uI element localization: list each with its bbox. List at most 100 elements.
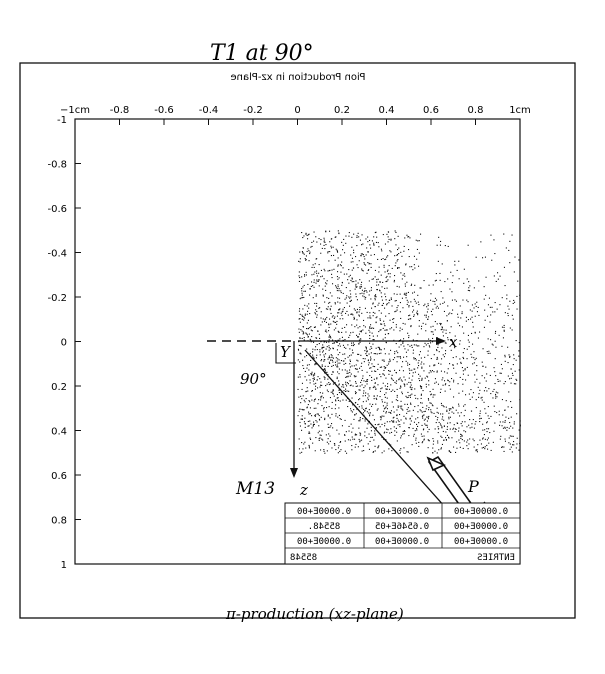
scatter-point bbox=[319, 392, 321, 394]
scatter-point bbox=[299, 277, 301, 279]
scatter-point bbox=[320, 276, 322, 278]
scatter-point bbox=[441, 427, 443, 429]
scatter-point bbox=[349, 363, 351, 365]
scatter-point bbox=[504, 409, 506, 411]
scatter-point bbox=[308, 250, 310, 252]
scatter-point bbox=[440, 329, 442, 331]
scatter-point bbox=[367, 251, 369, 253]
scatter-point bbox=[418, 320, 420, 322]
scatter-point bbox=[319, 378, 321, 380]
scatter-point bbox=[376, 353, 378, 355]
scatter-point bbox=[493, 405, 495, 407]
scatter-point bbox=[313, 421, 315, 423]
scatter-point bbox=[394, 230, 396, 232]
scatter-point bbox=[306, 234, 308, 236]
scatter-point bbox=[355, 368, 357, 370]
scatter-point bbox=[425, 314, 427, 316]
scatter-point bbox=[307, 334, 309, 336]
scatter-point bbox=[338, 373, 340, 375]
scatter-point bbox=[387, 269, 389, 271]
scatter-point bbox=[388, 370, 390, 372]
scatter-point bbox=[339, 450, 341, 452]
scatter-point bbox=[317, 376, 319, 378]
scatter-point bbox=[342, 292, 344, 294]
scatter-point bbox=[421, 366, 423, 368]
scatter-point bbox=[354, 433, 356, 435]
scatter-point bbox=[474, 331, 476, 333]
scatter-point bbox=[452, 428, 454, 430]
scatter-point bbox=[406, 281, 408, 283]
scatter-point bbox=[425, 386, 427, 388]
scatter-point bbox=[398, 247, 400, 249]
scatter-point bbox=[393, 293, 395, 295]
scatter-point bbox=[501, 368, 503, 370]
scatter-point bbox=[403, 376, 405, 378]
scatter-point bbox=[311, 371, 313, 373]
scatter-point bbox=[326, 450, 328, 452]
scatter-point bbox=[350, 373, 352, 375]
scatter-point bbox=[509, 378, 511, 380]
scatter-point bbox=[356, 286, 358, 288]
scatter-point bbox=[323, 360, 325, 362]
scatter-point bbox=[413, 344, 415, 346]
scatter-point bbox=[440, 413, 442, 415]
scatter-point bbox=[507, 315, 509, 317]
scatter-point bbox=[395, 326, 397, 328]
scatter-point bbox=[382, 373, 384, 375]
scatter-point bbox=[509, 240, 511, 242]
scatter-point bbox=[402, 361, 404, 363]
scatter-point bbox=[341, 261, 343, 263]
scatter-point bbox=[333, 342, 335, 344]
scatter-point bbox=[338, 309, 340, 311]
scatter-point bbox=[332, 320, 334, 322]
scatter-point bbox=[504, 285, 506, 287]
scatter-point bbox=[484, 438, 486, 440]
scatter-point bbox=[337, 397, 339, 399]
scatter-point bbox=[515, 359, 517, 361]
scatter-point bbox=[388, 238, 390, 240]
scatter-point bbox=[484, 429, 486, 431]
scatter-point bbox=[393, 329, 395, 331]
scatter-point bbox=[324, 452, 326, 454]
scatter-point bbox=[412, 375, 414, 377]
scatter-point bbox=[414, 267, 416, 269]
scatter-point bbox=[421, 379, 423, 381]
scatter-point bbox=[358, 353, 360, 355]
scatter-point bbox=[449, 381, 451, 383]
scatter-point bbox=[382, 382, 384, 384]
scatter-point bbox=[346, 376, 348, 378]
scatter-point bbox=[423, 370, 425, 372]
scatter-point bbox=[413, 315, 415, 317]
scatter-point bbox=[340, 449, 342, 451]
scatter-point bbox=[466, 441, 468, 443]
scatter-point bbox=[427, 305, 429, 307]
scatter-point bbox=[335, 327, 337, 329]
scatter-point bbox=[399, 302, 401, 304]
scatter-point bbox=[481, 375, 483, 377]
scatter-point bbox=[325, 231, 327, 233]
x-tick-label: -0.2 bbox=[243, 105, 263, 116]
scatter-point bbox=[463, 268, 465, 270]
scatter-point bbox=[426, 416, 428, 418]
scatter-point bbox=[326, 297, 328, 299]
scatter-point bbox=[324, 417, 326, 419]
scatter-point bbox=[353, 375, 355, 377]
scatter-point bbox=[373, 242, 375, 244]
scatter-point bbox=[329, 426, 331, 428]
scatter-point bbox=[509, 355, 511, 357]
scatter-point bbox=[514, 370, 516, 372]
scatter-point bbox=[448, 313, 450, 315]
scatter-point bbox=[453, 381, 455, 383]
scatter-point bbox=[436, 411, 438, 413]
scatter-point bbox=[475, 450, 477, 452]
caption: π-production (xz-plane) bbox=[225, 605, 404, 623]
scatter-point bbox=[462, 378, 464, 380]
scatter-point bbox=[475, 357, 477, 359]
scatter-point bbox=[401, 408, 403, 410]
scatter-point bbox=[352, 267, 354, 269]
scatter-point bbox=[424, 410, 426, 412]
scatter-point bbox=[314, 363, 316, 365]
scatter-point bbox=[401, 278, 403, 280]
scatter-point bbox=[438, 362, 440, 364]
scatter-point bbox=[352, 314, 354, 316]
